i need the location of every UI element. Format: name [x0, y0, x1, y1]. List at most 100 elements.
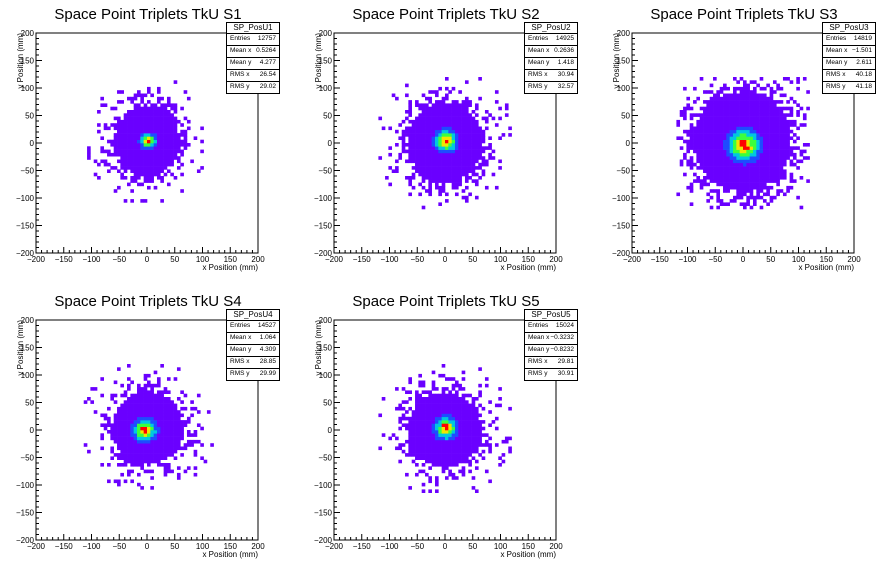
- heatmap-cell: [193, 466, 198, 470]
- heatmap-cell: [779, 159, 784, 164]
- heatmap-cell: [140, 169, 144, 173]
- heatmap-cell: [494, 416, 499, 421]
- heatmap-cell: [461, 166, 466, 170]
- heatmap-cell: [468, 446, 472, 451]
- heatmap-cell: [133, 149, 138, 154]
- heatmap-cell: [703, 123, 707, 127]
- heatmap-cell: [401, 136, 406, 140]
- heatmap-cell: [713, 152, 717, 157]
- heatmap-cell: [143, 146, 148, 150]
- heatmap-cell: [445, 169, 449, 173]
- heatmap-cell: [103, 162, 108, 167]
- heatmap-cell: [180, 149, 184, 154]
- heatmap-cell: [461, 100, 466, 104]
- heatmap-cell: [143, 377, 148, 381]
- heatmap-cell: [756, 182, 760, 187]
- heatmap-cell: [468, 413, 472, 418]
- x-tick-label: 0: [443, 255, 448, 264]
- heatmap-cell: [425, 416, 429, 421]
- heatmap-cell: [130, 146, 134, 150]
- heatmap-cell: [150, 93, 154, 98]
- heatmap-cell: [454, 413, 459, 418]
- heatmap-cell: [474, 113, 479, 117]
- heatmap-cell: [438, 413, 442, 418]
- heatmap-cell: [508, 449, 512, 454]
- stats-name: SP_PosU4: [227, 310, 279, 321]
- heatmap-cell: [448, 449, 452, 454]
- heatmap-cell: [127, 116, 131, 121]
- heatmap-cell: [686, 129, 691, 134]
- heatmap-cell: [438, 110, 442, 114]
- heatmap-cell: [719, 129, 724, 134]
- heatmap-cell: [759, 133, 764, 137]
- heatmap-cell: [163, 456, 168, 460]
- heatmap-cell: [438, 169, 442, 173]
- heatmap-cell: [749, 90, 754, 94]
- heatmap-cell: [153, 456, 158, 460]
- heatmap-cell: [474, 103, 479, 107]
- heatmap-cell: [756, 156, 760, 160]
- heatmap-cell: [117, 453, 121, 457]
- heatmap-cell: [113, 152, 118, 157]
- heatmap-cell: [776, 116, 780, 121]
- heatmap-cell: [696, 133, 701, 137]
- heatmap-cells: [83, 364, 214, 490]
- y-tick-label: −50: [20, 454, 34, 463]
- heatmap-cell: [471, 486, 476, 490]
- y-tick-label: −100: [16, 481, 35, 490]
- heatmap-cell: [693, 162, 697, 167]
- heatmap-cell: [150, 413, 154, 418]
- heatmap-cell: [438, 86, 442, 91]
- heatmap-cell: [137, 93, 141, 98]
- heatmap-cell: [421, 433, 426, 437]
- heatmap-cell: [799, 159, 804, 164]
- heatmap-cell: [448, 126, 452, 131]
- heatmap-cell: [451, 143, 456, 147]
- heatmap-cell: [762, 146, 767, 150]
- heatmap-cell: [418, 406, 422, 411]
- heatmap-cell: [428, 100, 432, 104]
- heatmap-cell: [173, 406, 178, 411]
- heatmap-cell: [143, 136, 148, 140]
- heatmap-cell: [143, 129, 148, 134]
- heatmap-cell: [448, 410, 452, 414]
- heatmap-cell: [759, 152, 764, 157]
- heatmap-cell: [166, 129, 171, 134]
- heatmap-cell: [683, 152, 687, 157]
- heatmap-cell: [461, 123, 466, 127]
- heatmap-cell: [140, 459, 144, 464]
- heatmap-cell: [133, 449, 138, 454]
- heatmap-cell: [180, 139, 184, 144]
- heatmap-cell: [683, 110, 687, 114]
- y-tick-label: −50: [20, 167, 34, 176]
- heatmap-cell: [703, 152, 707, 157]
- heatmap-cell: [441, 139, 446, 144]
- heatmap-cell: [123, 116, 128, 121]
- stats-row-mean-y: Mean y −0.8232: [525, 345, 577, 357]
- heatmap-cell: [150, 397, 154, 401]
- heatmap-cell: [193, 136, 198, 140]
- heatmap-cell: [772, 195, 777, 200]
- heatmap-cell: [421, 166, 426, 170]
- heatmap-cell: [418, 152, 422, 157]
- heatmap-cell: [120, 446, 124, 451]
- heatmap-cell: [163, 136, 168, 140]
- heatmap-cell: [411, 443, 416, 447]
- heatmap-cell: [425, 436, 429, 441]
- heatmap-cell: [421, 420, 426, 424]
- heatmap-cell: [150, 436, 154, 441]
- heatmap-cell: [676, 136, 681, 140]
- heatmap-cell: [461, 110, 466, 114]
- x-tick-label: 50: [170, 255, 179, 264]
- heatmap-cell: [782, 156, 787, 160]
- heatmap-cell: [683, 86, 687, 91]
- heatmap-cell: [471, 449, 476, 454]
- heatmap-cell: [166, 439, 171, 444]
- heatmap-cell: [186, 439, 191, 444]
- heatmap-cell: [786, 77, 790, 81]
- heatmap-cell: [762, 136, 767, 140]
- heatmap-cell: [438, 146, 442, 150]
- heatmap-cell: [743, 192, 747, 197]
- heatmap-cell: [484, 126, 489, 131]
- heatmap-cell: [186, 126, 191, 131]
